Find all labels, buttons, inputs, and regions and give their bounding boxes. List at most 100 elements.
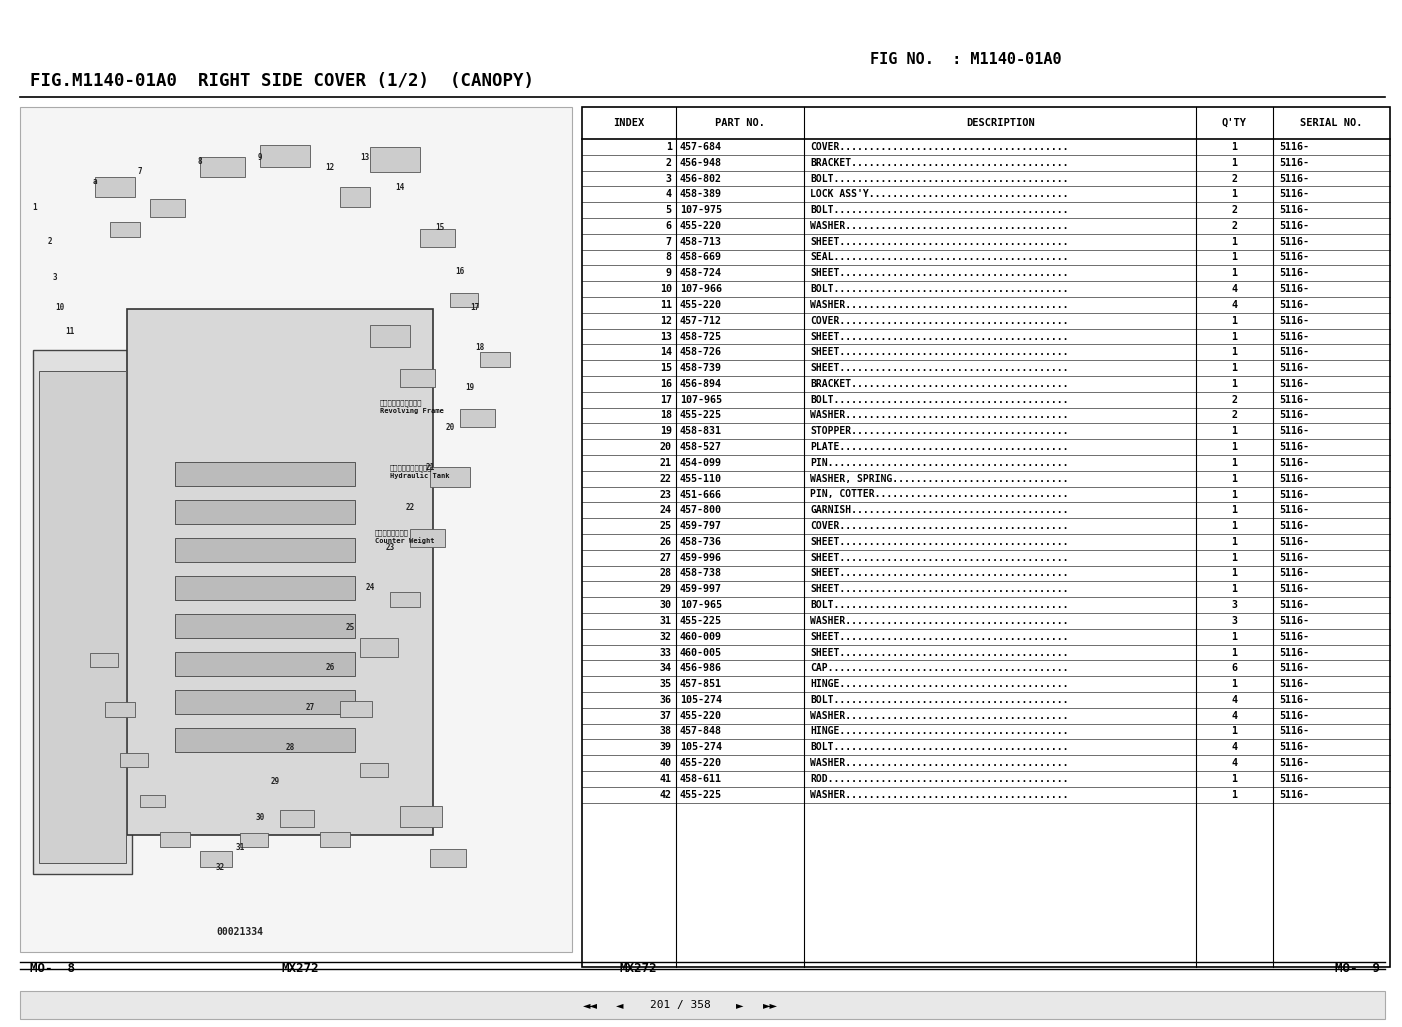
Text: 5116-: 5116- — [1279, 174, 1309, 184]
Text: BRACKET.....................................: BRACKET.................................… — [810, 158, 1068, 167]
Text: 5116-: 5116- — [1279, 632, 1309, 642]
Text: 5116-: 5116- — [1279, 442, 1309, 452]
Text: 25: 25 — [345, 622, 355, 632]
Text: 41: 41 — [660, 774, 672, 784]
Text: SHEET.......................................: SHEET...................................… — [810, 553, 1068, 563]
Bar — [95, 177, 135, 197]
Text: 1: 1 — [1231, 268, 1238, 278]
Text: WASHER......................................: WASHER..................................… — [810, 616, 1068, 625]
Text: 23: 23 — [660, 490, 672, 499]
Text: 7: 7 — [666, 236, 672, 246]
Bar — [121, 753, 149, 767]
Text: 5116-: 5116- — [1279, 726, 1309, 736]
Text: 457-848: 457-848 — [680, 726, 722, 736]
Text: MX272: MX272 — [620, 962, 658, 975]
Text: SEAL........................................: SEAL....................................… — [810, 253, 1068, 263]
Text: SHEET.......................................: SHEET...................................… — [810, 347, 1068, 357]
Bar — [360, 763, 388, 777]
Text: 5116-: 5116- — [1279, 663, 1309, 674]
Text: 23: 23 — [386, 542, 394, 551]
Text: 457-800: 457-800 — [680, 505, 722, 516]
Text: 31: 31 — [236, 842, 244, 851]
Text: 5116-: 5116- — [1279, 284, 1309, 294]
Text: 458-389: 458-389 — [680, 189, 722, 199]
Text: 20: 20 — [660, 442, 672, 452]
Text: PIN, COTTER.................................: PIN, COTTER.............................… — [810, 490, 1068, 499]
Text: 16: 16 — [660, 379, 672, 389]
Text: 5116-: 5116- — [1279, 553, 1309, 563]
Text: 1: 1 — [1231, 790, 1238, 800]
Text: 5116-: 5116- — [1279, 711, 1309, 721]
Text: 26: 26 — [325, 662, 335, 672]
Text: 5116-: 5116- — [1279, 379, 1309, 389]
Text: 5116-: 5116- — [1279, 236, 1309, 246]
Bar — [421, 229, 456, 248]
Bar — [390, 592, 421, 607]
Text: 5116-: 5116- — [1279, 300, 1309, 310]
Bar — [175, 614, 355, 638]
Text: 5116-: 5116- — [1279, 758, 1309, 768]
Text: WASHER......................................: WASHER..................................… — [810, 758, 1068, 768]
Text: 5: 5 — [666, 205, 672, 215]
Text: 1: 1 — [1231, 442, 1238, 452]
Text: 28: 28 — [286, 743, 294, 752]
Bar — [430, 467, 470, 487]
Bar — [90, 653, 118, 667]
Text: 1: 1 — [1231, 584, 1238, 595]
Text: レボルビングフレーム
Revolving Frame: レボルビングフレーム Revolving Frame — [380, 400, 444, 414]
Text: 13: 13 — [360, 152, 370, 161]
Text: 36: 36 — [660, 695, 672, 705]
Text: 1: 1 — [1231, 521, 1238, 531]
Text: 42: 42 — [660, 790, 672, 800]
Text: 8: 8 — [666, 253, 672, 263]
Text: 26: 26 — [660, 537, 672, 547]
Text: SHEET.......................................: SHEET...................................… — [810, 584, 1068, 595]
Text: 14: 14 — [660, 347, 672, 357]
Text: 5116-: 5116- — [1279, 221, 1309, 231]
Bar — [370, 147, 421, 172]
Text: 459-797: 459-797 — [680, 521, 722, 531]
FancyBboxPatch shape — [34, 350, 132, 874]
Text: 28: 28 — [660, 569, 672, 578]
Text: 455-220: 455-220 — [680, 711, 722, 721]
Text: 24: 24 — [366, 582, 374, 592]
Text: 3: 3 — [1231, 600, 1238, 610]
Text: 5116-: 5116- — [1279, 189, 1309, 199]
Bar — [320, 832, 350, 847]
Text: 4: 4 — [1231, 711, 1238, 721]
Text: 458-726: 458-726 — [680, 347, 722, 357]
Text: 27: 27 — [306, 702, 314, 712]
Bar — [460, 409, 495, 427]
Text: ◄◄: ◄◄ — [582, 1000, 597, 1010]
Text: 14: 14 — [395, 183, 405, 191]
Text: WASHER......................................: WASHER..................................… — [810, 790, 1068, 800]
Text: COVER.......................................: COVER...................................… — [810, 315, 1068, 326]
Text: 1: 1 — [1231, 505, 1238, 516]
Text: 459-997: 459-997 — [680, 584, 722, 595]
Text: 1: 1 — [1231, 473, 1238, 484]
Text: 5116-: 5116- — [1279, 743, 1309, 753]
Bar — [140, 795, 165, 807]
Text: Q'TY: Q'TY — [1223, 118, 1246, 128]
Text: ◄: ◄ — [617, 1000, 624, 1010]
Text: 1: 1 — [1231, 142, 1238, 152]
Text: 1: 1 — [1231, 236, 1238, 246]
Text: 1: 1 — [1231, 458, 1238, 468]
Text: 20: 20 — [446, 422, 454, 431]
Text: 8: 8 — [198, 157, 202, 166]
Bar — [409, 529, 444, 547]
Text: 19: 19 — [465, 382, 475, 391]
Text: カウンタウエイト
Counter Weight: カウンタウエイト Counter Weight — [374, 530, 435, 544]
Text: SHEET.......................................: SHEET...................................… — [810, 236, 1068, 246]
Bar — [175, 576, 355, 600]
Bar — [240, 833, 268, 847]
Text: 9: 9 — [258, 152, 262, 161]
Text: BOLT........................................: BOLT....................................… — [810, 284, 1068, 294]
Text: 4: 4 — [1231, 743, 1238, 753]
Text: 1: 1 — [1231, 537, 1238, 547]
Text: GARNISH.....................................: GARNISH.................................… — [810, 505, 1068, 516]
Text: WASHER......................................: WASHER..................................… — [810, 300, 1068, 310]
Bar — [370, 325, 409, 347]
Text: 455-220: 455-220 — [680, 300, 722, 310]
Text: 457-851: 457-851 — [680, 679, 722, 689]
